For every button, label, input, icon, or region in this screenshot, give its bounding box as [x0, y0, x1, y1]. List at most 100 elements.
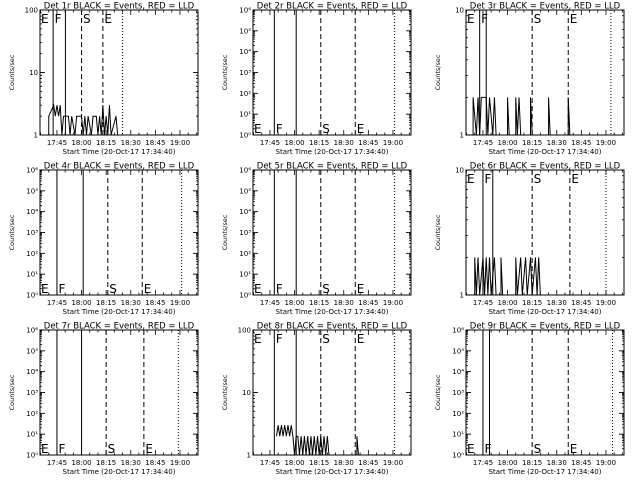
y-tick-label: 10³ — [26, 229, 38, 237]
plot-frame — [252, 169, 412, 296]
x-tick-label: 17:45 — [473, 459, 493, 467]
y-tick-label: 10 — [455, 7, 464, 15]
x-tick-label: 18:30 — [121, 299, 141, 307]
x-tick-label: 18:45 — [145, 139, 165, 147]
x-tick-label: 18:15 — [522, 459, 542, 467]
x-tick-label: 18:15 — [522, 139, 542, 147]
y-tick-label: 10 — [455, 167, 464, 175]
x-tick-label: 18:00 — [71, 459, 91, 467]
plot-frame — [39, 329, 199, 456]
y-tick-label: 10³ — [239, 229, 251, 237]
x-tick-label: 17:45 — [260, 299, 280, 307]
x-tick-label: 17:45 — [473, 299, 493, 307]
x-axis-label: Start Time (20-Oct-17 17:34:40) — [63, 468, 176, 476]
x-tick-label: 19:00 — [170, 139, 190, 147]
x-axis-label: Start Time (20-Oct-17 17:34:40) — [63, 308, 176, 316]
x-tick-label: 17:45 — [260, 459, 280, 467]
y-axis-label: Counts/sec — [8, 214, 16, 250]
x-axis-label: Start Time (20-Oct-17 17:34:40) — [276, 468, 389, 476]
event-marker-letter: F — [484, 442, 491, 456]
event-marker-letter: E — [41, 12, 49, 26]
x-tick-label: 18:15 — [522, 299, 542, 307]
y-tick-label: 10³ — [452, 389, 464, 397]
y-tick-label: 10⁵ — [239, 27, 251, 35]
event-marker-letter: E — [254, 122, 262, 136]
x-tick-label: 18:00 — [71, 139, 91, 147]
event-marker-letter: S — [83, 12, 91, 26]
x-tick-label: 18:00 — [497, 299, 517, 307]
event-marker-letter: F — [481, 12, 488, 26]
detector-panel-9: Det 9r BLACK = Events, RED = LLD Counts/s… — [434, 322, 625, 476]
y-tick-label: 10⁴ — [26, 208, 38, 216]
y-tick-label: 10⁵ — [452, 347, 464, 355]
event-marker-letter: E — [357, 282, 365, 296]
x-tick-label: 18:15 — [96, 459, 116, 467]
y-tick-label: 10⁴ — [239, 208, 251, 216]
y-axis-label: Counts/sec — [8, 374, 16, 410]
event-marker-letter: E — [144, 282, 152, 296]
x-tick-label: 18:00 — [71, 299, 91, 307]
x-tick-label: 17:45 — [47, 139, 67, 147]
x-tick-label: 19:00 — [596, 459, 616, 467]
y-tick-label: 10² — [452, 410, 464, 418]
y-tick-label: 10² — [26, 410, 38, 418]
panel-title: Det 4r BLACK = Events, RED = LLD — [44, 162, 195, 172]
y-axis-label: Counts/sec — [434, 374, 442, 410]
x-tick-label: 19:00 — [170, 299, 190, 307]
x-axis-label: Start Time (20-Oct-17 17:34:40) — [276, 308, 389, 316]
x-tick-label: 18:00 — [497, 139, 517, 147]
y-tick-label: 10⁴ — [26, 368, 38, 376]
x-tick-label: 18:45 — [571, 459, 591, 467]
y-tick-label: 100 — [238, 327, 251, 335]
y-tick-label: 100 — [25, 7, 38, 15]
x-tick-label: 18:30 — [547, 139, 567, 147]
y-tick-label: 1 — [460, 292, 464, 300]
x-tick-label: 18:45 — [571, 299, 591, 307]
x-tick-label: 17:45 — [260, 139, 280, 147]
detector-panel-1: Det 1r BLACK = Events, RED = LLD Counts/s… — [8, 2, 199, 156]
panel-title: Det 9r BLACK = Events, RED = LLD — [470, 322, 621, 332]
y-tick-label: 10⁶ — [239, 167, 251, 175]
events-series-line — [474, 257, 541, 296]
y-tick-label: 10⁰ — [26, 292, 38, 300]
event-marker-letter: E — [254, 282, 262, 296]
x-tick-label: 18:45 — [145, 459, 165, 467]
panel-title: Det 2r BLACK = Events, RED = LLD — [257, 2, 408, 12]
detector-panel-4: Det 4r BLACK = Events, RED = LLD Counts/s… — [8, 162, 199, 316]
y-tick-label: 10⁶ — [239, 7, 251, 15]
x-tick-label: 18:30 — [334, 139, 354, 147]
event-marker-letter: E — [357, 332, 365, 346]
y-tick-label: 10⁶ — [26, 327, 38, 335]
x-tick-label: 18:45 — [358, 299, 378, 307]
y-tick-label: 1 — [247, 452, 251, 460]
detector-panel-7: Det 7r BLACK = Events, RED = LLD Counts/s… — [8, 322, 199, 476]
event-marker-letter: F — [276, 282, 283, 296]
event-marker-letter: S — [322, 332, 330, 346]
detector-panel-6: Det 6r BLACK = Events, RED = LLD Counts/s… — [434, 162, 625, 316]
y-tick-label: 10⁵ — [26, 187, 38, 195]
x-tick-label: 19:00 — [383, 139, 403, 147]
x-tick-label: 17:45 — [47, 459, 67, 467]
x-tick-label: 17:45 — [473, 139, 493, 147]
event-marker-letter: E — [357, 122, 365, 136]
x-tick-label: 18:15 — [309, 139, 329, 147]
x-axis-label: Start Time (20-Oct-17 17:34:40) — [489, 148, 602, 156]
y-tick-label: 10⁴ — [239, 48, 251, 56]
y-tick-label: 10 — [242, 389, 251, 397]
x-tick-label: 18:30 — [334, 299, 354, 307]
x-tick-label: 18:15 — [309, 459, 329, 467]
event-marker-letter: E — [41, 442, 49, 456]
event-marker-letter: S — [322, 122, 330, 136]
y-tick-label: 10⁶ — [26, 167, 38, 175]
events-series-line — [276, 425, 360, 456]
events-series-line — [472, 96, 571, 136]
x-axis-label: Start Time (20-Oct-17 17:34:40) — [489, 468, 602, 476]
x-tick-label: 18:00 — [497, 459, 517, 467]
x-tick-label: 18:45 — [358, 459, 378, 467]
y-axis-label: Counts/sec — [221, 214, 229, 250]
events-series-line — [48, 103, 119, 136]
x-tick-label: 18:30 — [334, 459, 354, 467]
x-tick-label: 17:45 — [47, 299, 67, 307]
y-tick-label: 10⁰ — [452, 452, 464, 460]
